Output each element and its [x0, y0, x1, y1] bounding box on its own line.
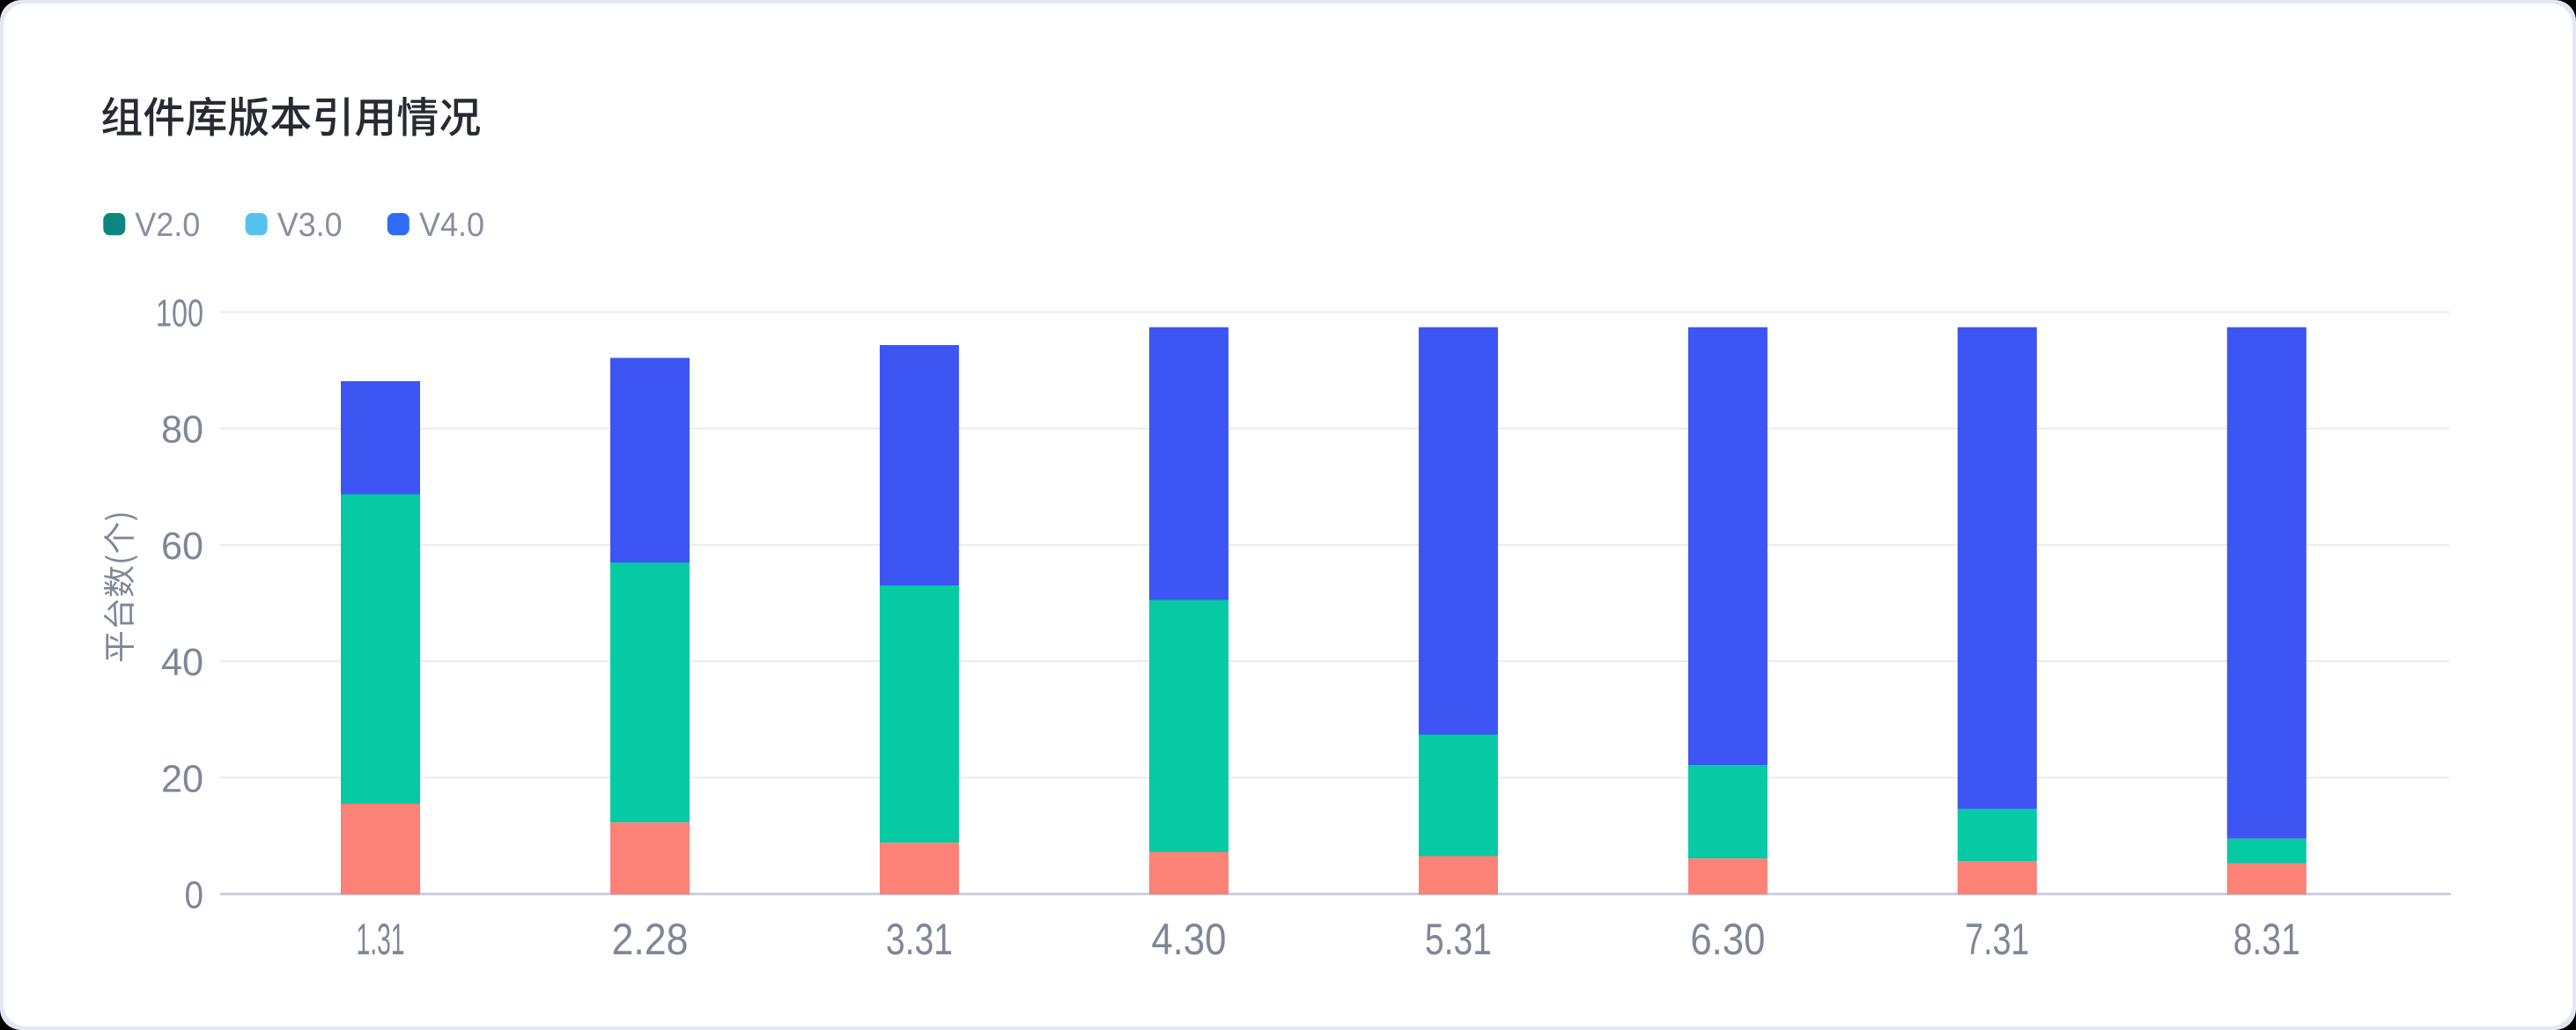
svg-text:6.30: 6.30: [1690, 915, 1765, 964]
svg-text:60: 60: [161, 525, 203, 568]
svg-text:5.31: 5.31: [1425, 915, 1492, 964]
svg-text:100: 100: [156, 292, 203, 335]
svg-text:V3.0: V3.0: [277, 207, 343, 244]
svg-text:V4.0: V4.0: [419, 207, 484, 244]
svg-text:1.31: 1.31: [357, 915, 405, 964]
svg-text:7.31: 7.31: [1965, 915, 2029, 964]
svg-text:40: 40: [161, 641, 203, 684]
svg-text:8.31: 8.31: [2233, 915, 2300, 964]
svg-text:3.31: 3.31: [886, 915, 953, 964]
svg-text:2.28: 2.28: [612, 915, 689, 964]
svg-text:4.30: 4.30: [1151, 915, 1226, 964]
svg-text:80: 80: [161, 408, 203, 452]
svg-text:20: 20: [161, 757, 203, 800]
svg-text:0: 0: [185, 874, 204, 917]
svg-text:V2.0: V2.0: [135, 207, 200, 244]
